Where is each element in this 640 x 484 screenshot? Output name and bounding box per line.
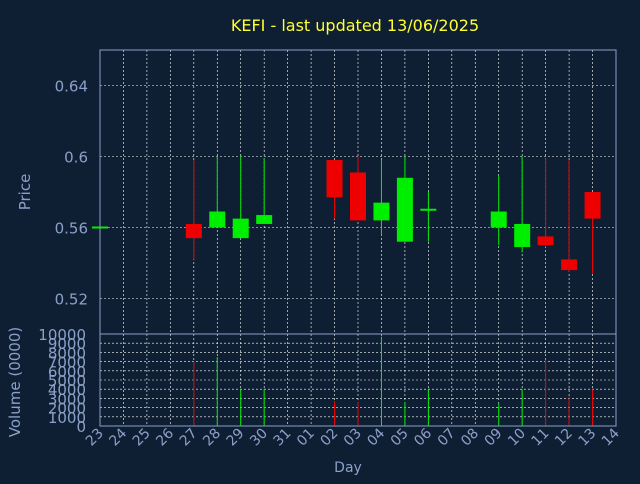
candle-body — [256, 215, 273, 224]
chart-title: KEFI - last updated 13/06/2025 — [231, 16, 479, 35]
volume-tick-label: 7000 — [48, 354, 86, 372]
candles — [92, 156, 601, 274]
candle-body — [514, 223, 531, 248]
candle-body — [537, 236, 554, 246]
volume-tick-label: 2000 — [48, 400, 86, 418]
candle-body — [561, 259, 578, 271]
volume-tick-label: 10000 — [38, 326, 86, 344]
volume-tick-label: 0 — [76, 418, 86, 436]
candle-body — [326, 160, 343, 198]
volume-plot-frame — [99, 333, 617, 427]
x-ticks: 23 24 25 26 27 28 29 30 31 01 02 03 04 05 06 07 08 09 10 11… — [83, 425, 623, 449]
volume-y-ticks: 0100020003000400050006000700080009000100… — [38, 326, 86, 436]
candle-body — [232, 218, 249, 239]
price-axis-label: Price — [16, 174, 34, 211]
candle-body — [396, 177, 413, 242]
candle-body — [373, 202, 390, 221]
candle-body — [185, 223, 202, 239]
candle-body — [490, 211, 507, 228]
price-tick-label: 0.52 — [55, 291, 88, 309]
volume-tick-label: 4000 — [48, 381, 86, 399]
volume-axis-label: Volume (0000) — [6, 327, 24, 437]
volume-tick-label: 8000 — [48, 344, 86, 362]
candle-body — [350, 172, 366, 221]
price-tick-label: 0.56 — [55, 220, 88, 238]
volume-tick-label: 3000 — [48, 390, 86, 408]
price-tick-label: 0.64 — [55, 78, 88, 96]
price-y-ticks: 0.52 0.56 0.6 0.64 — [55, 78, 88, 309]
candle-body — [209, 211, 226, 228]
volume-tick-label: 5000 — [48, 372, 86, 390]
volume-tick-label: 1000 — [48, 409, 86, 427]
volume-bars — [193, 336, 594, 426]
price-tick-label: 0.6 — [64, 149, 88, 167]
x-axis-label: Day — [334, 460, 362, 476]
volume-tick-label: 6000 — [48, 363, 86, 381]
volume-tick-label: 9000 — [48, 335, 86, 353]
candle-body — [584, 192, 601, 219]
